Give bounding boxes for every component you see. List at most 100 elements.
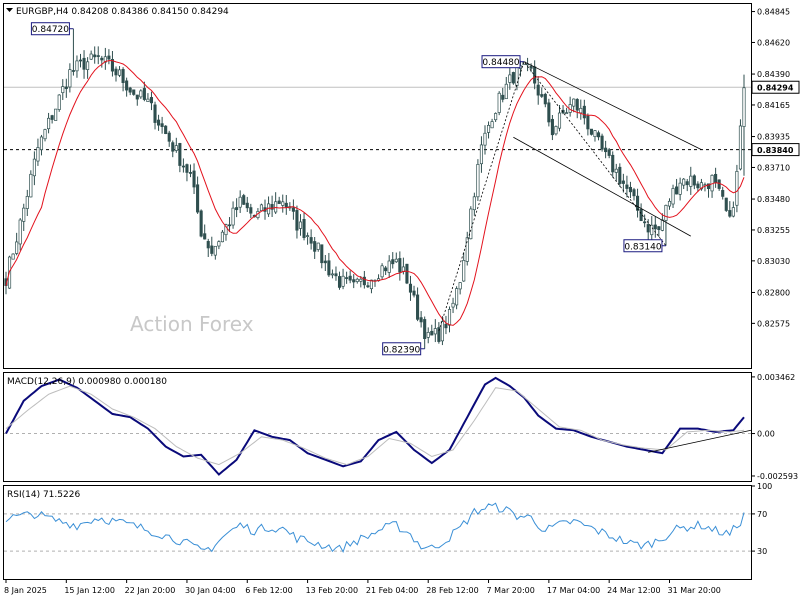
rsi-header: RSI(14) 71.5226 (7, 490, 80, 500)
candle-body (167, 132, 171, 142)
candle-body (405, 263, 409, 284)
candle (600, 133, 604, 152)
candle-body (486, 125, 491, 133)
candle-body (171, 142, 175, 152)
candle (103, 47, 107, 70)
candle-body (547, 102, 551, 123)
candle (387, 255, 391, 278)
candle-body (238, 196, 242, 208)
candle-body (316, 242, 320, 250)
candle (355, 277, 359, 284)
candle-body (476, 164, 480, 198)
candle-body (29, 173, 33, 198)
candle (18, 218, 22, 251)
candle (128, 86, 132, 96)
candle (728, 201, 732, 218)
candle (171, 140, 175, 158)
candle-body (117, 69, 122, 76)
candle (380, 263, 384, 280)
candle (614, 163, 618, 181)
symbol-header: EURGBP,H4 0.84208 0.84386 0.84150 0.8429… (16, 7, 229, 17)
candle (259, 203, 264, 212)
candle-body (536, 84, 540, 96)
candle (511, 71, 515, 85)
candle-body (217, 241, 221, 247)
candle (550, 115, 554, 141)
candle-body (543, 93, 547, 105)
candle (682, 178, 686, 190)
candle-body (313, 241, 317, 252)
candle (671, 184, 675, 209)
candle-body (121, 69, 125, 84)
candle (313, 236, 317, 259)
price-tick-label: 0.82575 (757, 319, 790, 328)
symbol-dropdown-icon[interactable] (6, 8, 13, 12)
candle (408, 275, 413, 301)
candle (657, 226, 661, 237)
candle (217, 240, 221, 250)
candle-body (199, 210, 203, 237)
indicator-lines-layer (4, 86, 751, 552)
candle (501, 87, 505, 103)
candle (384, 265, 388, 275)
candle (419, 311, 423, 328)
candle (117, 66, 122, 78)
candle-body (533, 66, 537, 84)
candle (721, 186, 725, 200)
candle-body (146, 98, 150, 103)
candle-body (398, 258, 402, 273)
candle (405, 263, 409, 285)
candle-body (25, 196, 29, 209)
candle (685, 178, 689, 192)
candle-body (22, 207, 26, 222)
candle-body (419, 317, 423, 323)
candle-body (337, 276, 342, 288)
candle-body (689, 175, 693, 187)
candle (706, 183, 711, 198)
candle-body (64, 86, 68, 89)
candle-body (639, 208, 643, 222)
candle-body (309, 237, 313, 244)
candle (174, 137, 178, 153)
x-tick-label: 30 Jan 04:00 (185, 586, 236, 595)
candle (203, 224, 207, 240)
candle-body (714, 173, 718, 183)
candle (579, 99, 583, 120)
candle (270, 195, 274, 217)
candle-body (618, 166, 622, 184)
candle (348, 270, 352, 284)
candle-body (227, 224, 232, 227)
candle (440, 316, 444, 346)
candle-body (550, 118, 554, 136)
candle-body (504, 83, 508, 100)
candle-body (380, 265, 384, 278)
level-price-tag-box (751, 143, 800, 157)
channel-lower-line (513, 136, 691, 237)
candle (611, 151, 615, 178)
candle (589, 128, 593, 136)
candle-body (306, 235, 310, 237)
candle-body (657, 226, 661, 230)
current-price-tag-text: 0.84294 (757, 84, 794, 93)
channel-upper-line (523, 61, 702, 150)
candle (284, 194, 288, 215)
candle-body (696, 183, 700, 189)
candle-body (196, 184, 200, 213)
candle-body (650, 224, 654, 236)
candle-body (362, 276, 366, 286)
candle (114, 66, 118, 82)
macd-signal-line (5, 385, 745, 466)
candle (444, 315, 448, 335)
candle-body (210, 245, 214, 254)
candle (586, 113, 590, 136)
candle (157, 114, 161, 131)
candle (309, 229, 313, 250)
candle-body (494, 113, 498, 121)
candle (341, 268, 345, 290)
candle-body (71, 70, 75, 72)
candle-body (462, 260, 466, 282)
candle-body (107, 55, 111, 60)
candle (242, 193, 246, 206)
candle-body (89, 53, 93, 60)
candle (664, 204, 668, 246)
